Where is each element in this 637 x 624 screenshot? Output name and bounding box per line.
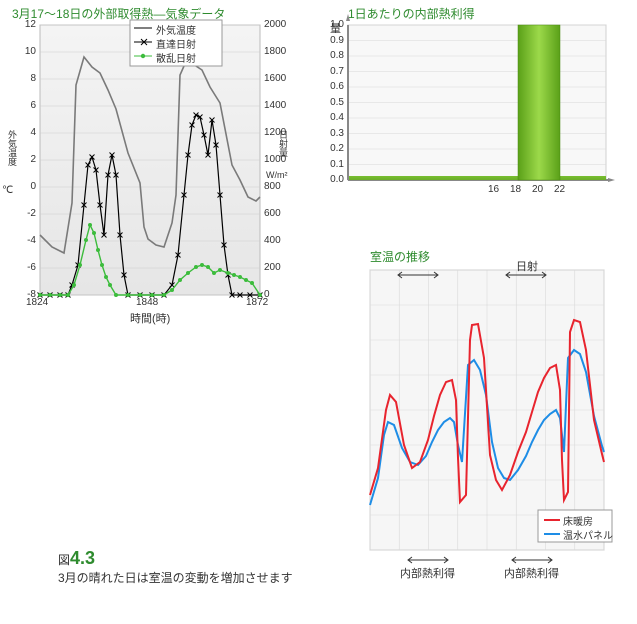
fig-number: 4.3 (70, 548, 95, 568)
chart3-top-label: 日射 (516, 258, 538, 274)
chart3-legend2: 温水パネル (563, 527, 613, 542)
chart3-bot-label1: 内部熱利得 (400, 565, 455, 581)
chart3-bot-label2: 内部熱利得 (504, 565, 559, 581)
chart3-plot (0, 0, 637, 620)
chart3-legend1: 床暖房 (563, 513, 593, 528)
figure-caption: 図4.3 3月の晴れた日は室温の変動を増加させます (58, 548, 293, 587)
fig-text: 3月の晴れた日は室温の変動を増加させます (58, 571, 293, 585)
fig-prefix: 図 (58, 553, 70, 567)
